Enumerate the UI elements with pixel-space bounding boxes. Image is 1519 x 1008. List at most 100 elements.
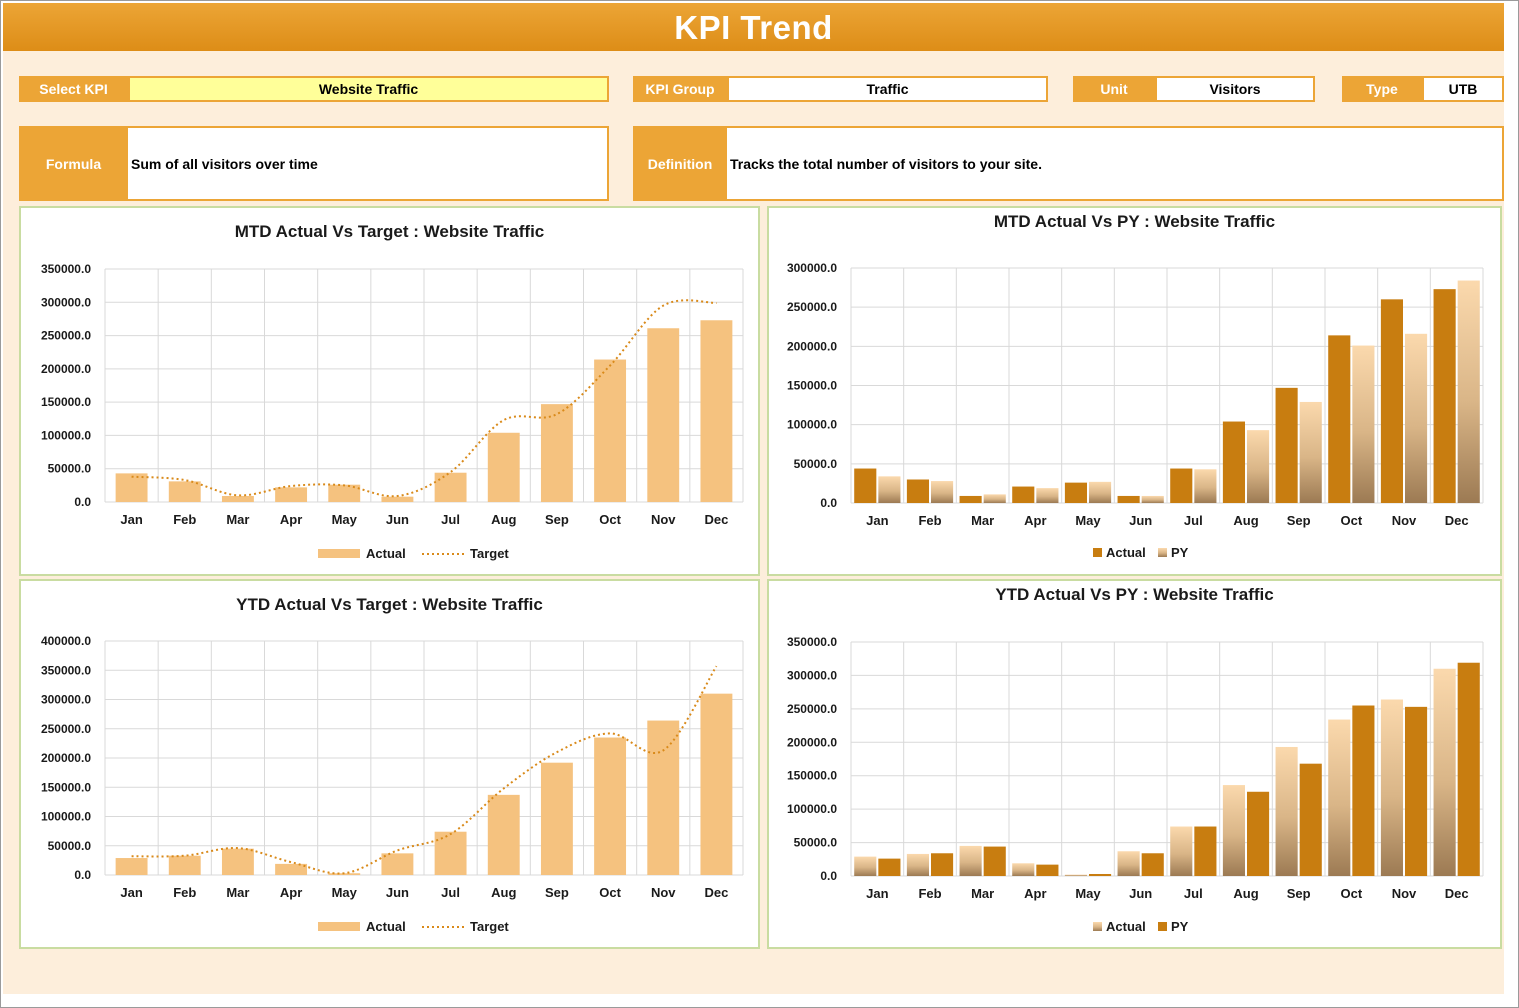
py-bar: [1352, 705, 1375, 876]
actual-bar: [115, 858, 148, 875]
y-tick-label: 150000.0: [41, 395, 91, 409]
actual-bar: [854, 468, 877, 503]
chart-title: YTD Actual Vs PY : Website Traffic: [995, 585, 1273, 604]
x-tick-label: Dec: [1445, 886, 1469, 901]
select-kpi-dropdown[interactable]: Website Traffic: [128, 76, 609, 102]
actual-bar: [168, 855, 201, 875]
x-tick-label: Sep: [545, 885, 569, 900]
chart-svg: MTD Actual Vs PY : Website Traffic 0.0 500…: [787, 212, 1484, 560]
y-tick-label: 200000.0: [41, 751, 91, 765]
actual-bar: [1170, 826, 1193, 876]
actual-bar: [540, 762, 573, 875]
formula-box: Formula Sum of all visitors over time: [19, 126, 609, 201]
y-tick-label: 150000.0: [787, 769, 837, 783]
definition-label: Definition: [633, 126, 727, 201]
x-tick-label: Apr: [1024, 513, 1046, 528]
x-tick-label: Aug: [1233, 886, 1258, 901]
actual-bar: [540, 404, 573, 502]
legend-py-swatch: [1158, 548, 1167, 557]
x-tick-label: Jun: [1129, 886, 1152, 901]
x-tick-label: Jul: [1184, 513, 1203, 528]
type-field: Type UTB: [1342, 76, 1504, 102]
y-tick-label: 200000.0: [787, 339, 837, 353]
y-tick-label: 250000.0: [41, 722, 91, 736]
legend-actual-swatch: [1093, 922, 1102, 931]
select-kpi-label: Select KPI: [19, 76, 128, 102]
legend-py-swatch: [1158, 922, 1167, 931]
actual-bar: [434, 831, 467, 875]
chart-svg: MTD Actual Vs Target : Website Traffic 0.…: [41, 222, 744, 561]
legend-actual-swatch: [1093, 548, 1102, 557]
x-tick-label: Mar: [226, 885, 249, 900]
py-bar: [1457, 280, 1480, 503]
actual-bar: [221, 496, 254, 502]
x-tick-label: Apr: [1024, 886, 1046, 901]
actual-bar: [1328, 335, 1351, 503]
actual-bar: [1117, 495, 1140, 503]
chart-title: MTD Actual Vs PY : Website Traffic: [994, 212, 1275, 231]
py-bar: [1194, 826, 1217, 876]
actual-bar: [906, 853, 929, 876]
y-tick-label: 0.0: [820, 869, 837, 883]
py-bar: [1247, 791, 1270, 876]
y-tick-label: 50000.0: [794, 457, 838, 471]
py-bar: [1405, 333, 1428, 503]
actual-bar: [1064, 874, 1087, 876]
py-bar: [1089, 873, 1112, 876]
actual-bar: [275, 863, 308, 875]
x-tick-label: Jan: [120, 885, 142, 900]
y-tick-label: 0.0: [74, 495, 91, 509]
x-tick-label: Jun: [386, 512, 409, 527]
formula-label: Formula: [19, 126, 128, 201]
actual-bar: [594, 359, 627, 502]
y-tick-label: 300000.0: [41, 693, 91, 707]
actual-bar: [854, 856, 877, 876]
ytd-actual-vs-py-chart: YTD Actual Vs PY : Website Traffic 0.0 500…: [767, 579, 1502, 949]
x-tick-label: Nov: [651, 512, 676, 527]
y-tick-label: 100000.0: [41, 810, 91, 824]
actual-bar: [1064, 482, 1087, 503]
type-label: Type: [1342, 76, 1422, 102]
actual-bar: [328, 484, 361, 502]
x-tick-label: Sep: [1287, 513, 1311, 528]
x-tick-label: Nov: [1392, 886, 1417, 901]
py-bar: [1352, 345, 1375, 503]
x-tick-label: Jun: [386, 885, 409, 900]
x-tick-label: Sep: [545, 512, 569, 527]
y-tick-label: 350000.0: [41, 262, 91, 276]
actual-bar: [1380, 699, 1403, 876]
actual-bar: [1433, 668, 1456, 876]
target-line: [131, 665, 718, 875]
y-tick-label: 300000.0: [787, 668, 837, 682]
type-value: UTB: [1422, 76, 1504, 102]
y-tick-label: 350000.0: [787, 635, 837, 649]
y-tick-label: 50000.0: [48, 462, 92, 476]
chart-title: YTD Actual Vs Target : Website Traffic: [236, 595, 543, 614]
formula-value: Sum of all visitors over time: [128, 126, 609, 201]
x-tick-label: Jun: [1129, 513, 1152, 528]
chart-svg: YTD Actual Vs PY : Website Traffic 0.0 500…: [787, 585, 1484, 934]
py-bar: [1299, 401, 1322, 503]
py-bar: [1036, 488, 1059, 503]
actual-bar: [647, 720, 680, 875]
actual-bar: [1222, 785, 1245, 876]
y-tick-label: 100000.0: [787, 802, 837, 816]
x-tick-label: May: [332, 885, 358, 900]
x-tick-label: Feb: [173, 512, 196, 527]
x-tick-label: Aug: [1233, 513, 1258, 528]
page-title: KPI Trend: [3, 3, 1504, 51]
x-tick-label: Jul: [441, 885, 460, 900]
x-tick-label: Aug: [491, 512, 516, 527]
x-tick-label: May: [332, 512, 358, 527]
kpi-group-value: Traffic: [727, 76, 1048, 102]
actual-bar: [1012, 486, 1035, 503]
py-bar: [1457, 662, 1480, 876]
definition-box: Definition Tracks the total number of vi…: [633, 126, 1504, 201]
definition-value: Tracks the total number of visitors to y…: [727, 126, 1504, 201]
x-tick-label: Oct: [599, 512, 621, 527]
actual-bar: [1117, 851, 1140, 876]
actual-bar: [594, 737, 627, 875]
py-bar: [983, 494, 1006, 503]
actual-bar: [700, 693, 733, 875]
